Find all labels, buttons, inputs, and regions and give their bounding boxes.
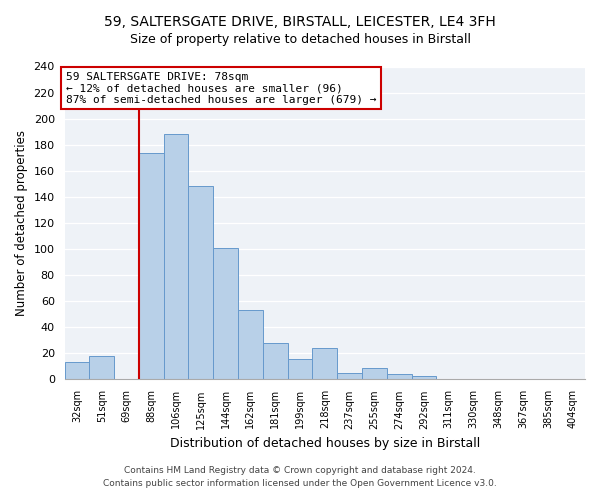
Bar [65,362,89,380]
Bar [263,343,287,380]
Bar [412,376,436,380]
Text: 59 SALTERSGATE DRIVE: 78sqm
← 12% of detached houses are smaller (96)
87% of sem: 59 SALTERSGATE DRIVE: 78sqm ← 12% of det… [66,72,376,105]
Bar [213,248,238,380]
X-axis label: Distribution of detached houses by size in Birstall: Distribution of detached houses by size … [170,437,480,450]
Bar [362,368,387,380]
Bar [188,186,213,380]
Text: 59, SALTERSGATE DRIVE, BIRSTALL, LEICESTER, LE4 3FH: 59, SALTERSGATE DRIVE, BIRSTALL, LEICEST… [104,15,496,29]
Bar [313,348,337,380]
Bar [89,356,114,380]
Bar [238,310,263,380]
Y-axis label: Number of detached properties: Number of detached properties [15,130,28,316]
Text: Size of property relative to detached houses in Birstall: Size of property relative to detached ho… [130,32,470,46]
Text: Contains HM Land Registry data © Crown copyright and database right 2024.
Contai: Contains HM Land Registry data © Crown c… [103,466,497,487]
Bar [287,358,313,380]
Bar [387,374,412,380]
Bar [139,152,164,380]
Bar [337,373,362,380]
Bar [164,134,188,380]
